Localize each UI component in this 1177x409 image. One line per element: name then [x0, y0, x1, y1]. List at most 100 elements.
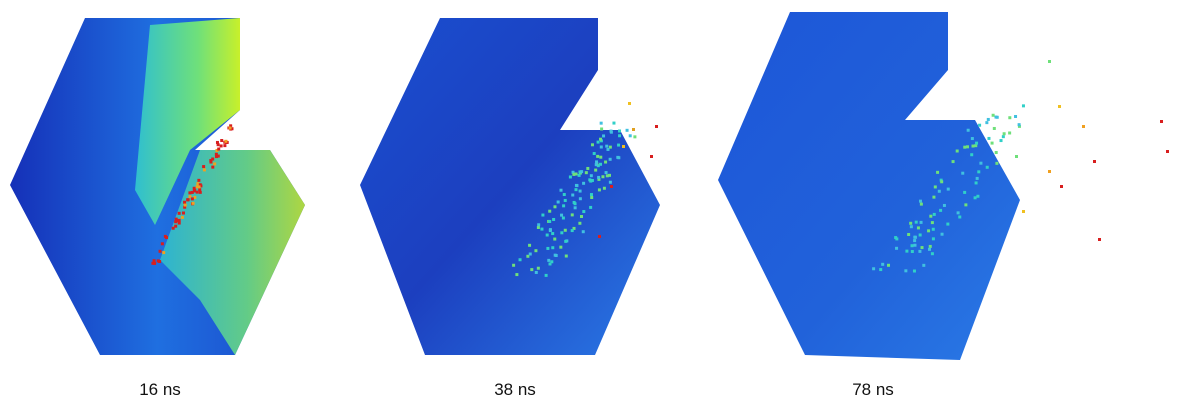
particle: [958, 215, 961, 218]
crystal: [718, 12, 1020, 360]
particle: [964, 203, 967, 206]
particle: [541, 214, 544, 217]
particle: [895, 237, 898, 240]
particle: [920, 203, 923, 206]
particle: [181, 216, 184, 219]
particle: [579, 190, 582, 193]
particle: [633, 135, 636, 138]
particle: [553, 238, 556, 241]
particle: [546, 247, 549, 250]
particle: [578, 174, 581, 177]
particle: [1082, 125, 1085, 128]
particle: [172, 227, 175, 230]
particle: [933, 213, 936, 216]
particle: [582, 230, 585, 233]
particle: [192, 202, 195, 205]
particle: [629, 134, 632, 137]
particle: [582, 182, 585, 185]
particle: [907, 233, 910, 236]
particle: [580, 215, 583, 218]
particle: [985, 121, 988, 124]
particle: [963, 191, 966, 194]
particle: [996, 116, 999, 119]
particle: [572, 173, 575, 176]
particle: [909, 222, 912, 225]
particle: [574, 202, 577, 205]
particle: [655, 125, 658, 128]
particle: [590, 174, 593, 177]
particle: [626, 129, 629, 132]
particle: [913, 239, 916, 242]
particle: [993, 127, 996, 130]
particle: [187, 198, 190, 201]
particle: [559, 246, 562, 249]
particle: [153, 259, 156, 262]
particle: [211, 158, 214, 161]
particle: [913, 270, 916, 273]
particle: [618, 134, 621, 137]
particle: [224, 140, 227, 143]
particle: [597, 176, 600, 179]
particle: [600, 122, 603, 125]
snapshots: [0, 0, 1177, 409]
particle: [590, 196, 593, 199]
particle: [594, 169, 597, 172]
particle: [606, 174, 609, 177]
particle: [972, 145, 975, 148]
particle: [1166, 150, 1169, 153]
particle: [1048, 60, 1051, 63]
particle: [596, 155, 599, 158]
particle: [1093, 160, 1096, 163]
particle: [597, 141, 600, 144]
particle: [564, 229, 567, 232]
particle: [191, 191, 194, 194]
particle: [881, 263, 884, 266]
particle: [560, 214, 563, 217]
particle: [595, 160, 598, 163]
particle: [548, 210, 551, 213]
particle: [919, 200, 922, 203]
particle: [565, 255, 568, 258]
particle: [920, 221, 923, 224]
particle: [603, 187, 606, 190]
particle: [995, 151, 998, 154]
particle: [872, 267, 875, 270]
particle: [979, 162, 982, 165]
particle: [987, 137, 990, 140]
particle: [600, 145, 603, 148]
particle: [1022, 210, 1025, 213]
particle: [610, 131, 613, 134]
particle: [182, 212, 185, 215]
particle: [593, 152, 596, 155]
particle: [574, 206, 577, 209]
particle: [992, 114, 995, 117]
particle: [1014, 115, 1017, 118]
particle: [966, 145, 969, 148]
particle: [918, 250, 921, 253]
particle: [512, 264, 515, 267]
particle: [589, 180, 592, 183]
particle: [995, 162, 998, 165]
particle: [563, 193, 566, 196]
particle: [551, 232, 554, 235]
particle: [600, 127, 603, 130]
particle: [1048, 170, 1051, 173]
particle: [153, 262, 156, 265]
particle: [528, 244, 531, 247]
particle: [939, 209, 942, 212]
particle: [580, 170, 583, 173]
particle: [578, 222, 581, 225]
particle: [183, 201, 186, 204]
particle: [917, 226, 920, 229]
particle: [571, 229, 574, 232]
particle: [941, 233, 944, 236]
particle: [911, 244, 914, 247]
particle: [196, 191, 199, 194]
particle: [931, 221, 934, 224]
particle: [604, 161, 607, 164]
particle: [928, 248, 931, 251]
particle: [618, 130, 621, 133]
particle: [161, 242, 164, 245]
particle: [987, 118, 990, 121]
particle: [575, 184, 578, 187]
